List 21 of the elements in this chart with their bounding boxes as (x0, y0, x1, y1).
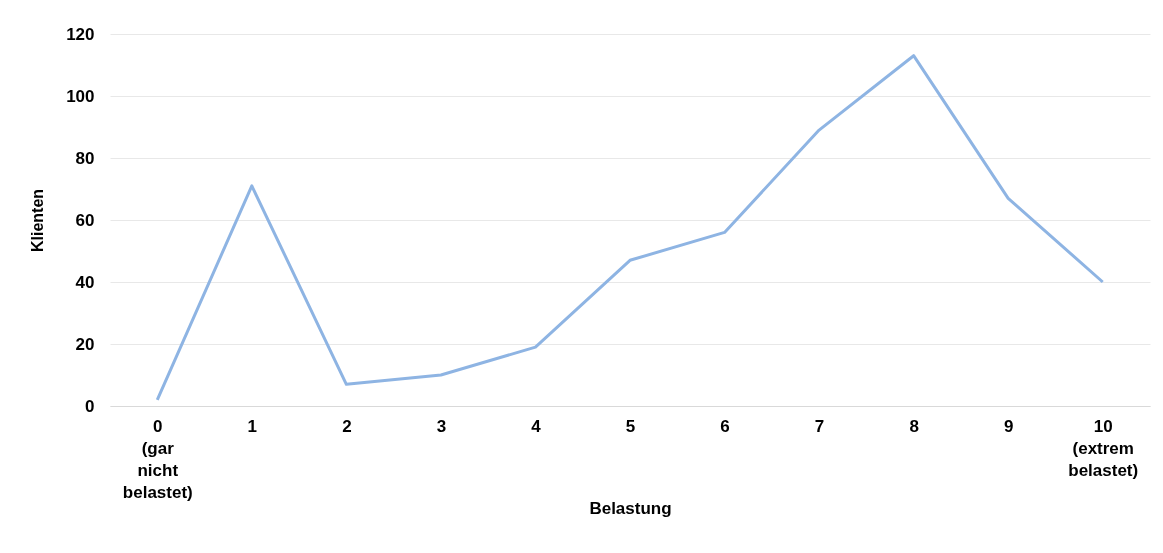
x-tick-label: 4 (531, 416, 542, 436)
y-tick-label: 0 (85, 396, 95, 416)
x-tick-label: 5 (625, 416, 636, 436)
y-tick-label: 100 (66, 86, 95, 106)
x-tick-label: 1 (247, 416, 258, 436)
x-tick-label: 9 (1003, 416, 1014, 436)
x-tick-label: 10 (extrem belastet) (1068, 416, 1139, 480)
y-tick-label: 60 (75, 210, 95, 230)
y-tick-label: 40 (75, 272, 95, 292)
y-tick-label: 80 (75, 148, 95, 168)
x-tick-label: 6 (720, 416, 730, 436)
y-axis-title: Klienten (29, 188, 47, 253)
x-tick-label: 0 (gar nicht belastet) (122, 416, 193, 502)
x-tick-label: 8 (909, 416, 919, 436)
y-tick-label: 20 (75, 334, 95, 354)
x-tick-label: 7 (814, 416, 825, 436)
x-tick-label: 2 (342, 416, 352, 436)
x-axis-title: Belastung (589, 498, 672, 518)
y-tick-label: 120 (66, 24, 95, 44)
x-tick-label: 3 (436, 416, 447, 436)
line-series (155, 54, 1105, 402)
